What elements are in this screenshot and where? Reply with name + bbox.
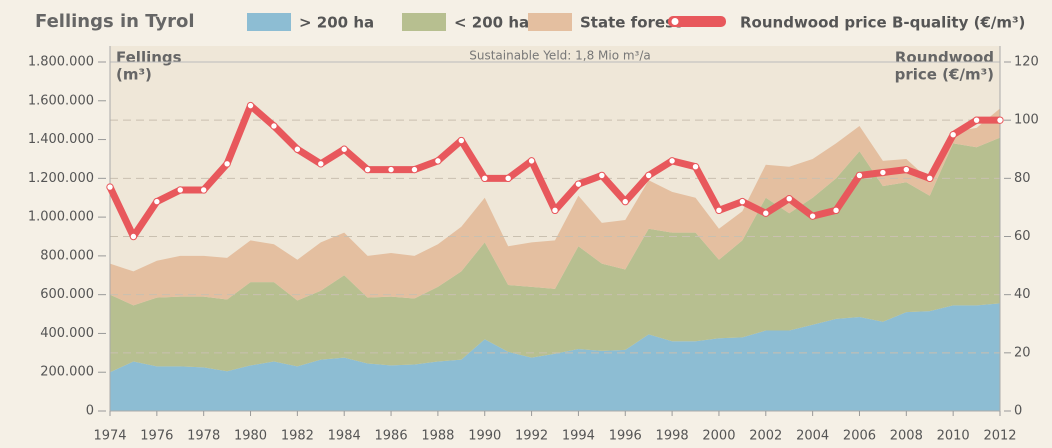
price-point — [785, 194, 793, 203]
x-tick-label: 2004 — [796, 429, 829, 444]
y-axis-label: Fellings — [116, 49, 182, 67]
x-tick-label: 1984 — [328, 429, 361, 444]
y-tick-label: 1.400.000 — [28, 132, 94, 147]
price-point — [668, 157, 676, 165]
price-point — [926, 174, 934, 183]
price-point — [106, 183, 114, 191]
y-tick-label: 400.000 — [40, 326, 94, 341]
price-point — [738, 197, 747, 206]
x-tick-label: 1994 — [562, 429, 595, 444]
price-point — [762, 209, 770, 217]
y-tick-label: 1.000.000 — [28, 210, 94, 225]
x-tick-label: 1996 — [609, 429, 642, 444]
price-point — [855, 171, 864, 180]
y2-tick-label: 20 — [1014, 345, 1031, 360]
x-tick-label: 2000 — [702, 429, 735, 444]
y-axis-label: (m³) — [116, 66, 152, 84]
chart-title: Fellings in Tyrol — [35, 11, 195, 32]
price-point — [293, 145, 302, 153]
x-tick-label: 2010 — [937, 429, 970, 444]
y2-tick-label: 80 — [1014, 171, 1031, 186]
price-point — [410, 165, 419, 174]
price-point — [691, 163, 700, 171]
y2-axis-label: Roundwood — [895, 49, 994, 67]
price-point — [387, 165, 395, 174]
price-point — [996, 116, 1004, 124]
legend-label: Roundwood price B-quality (€/m³) — [740, 14, 1025, 32]
y2-tick-label: 120 — [1014, 55, 1039, 70]
price-point — [340, 145, 348, 153]
price-point — [832, 206, 840, 215]
price-point — [879, 168, 887, 177]
legend-swatch — [528, 13, 572, 31]
y2-tick-label: 60 — [1014, 229, 1031, 244]
y2-tick-label: 40 — [1014, 287, 1031, 302]
y-tick-label: 800.000 — [40, 248, 94, 263]
area — [110, 137, 1000, 373]
legend-label: State forest — [580, 14, 681, 32]
price-point — [363, 165, 372, 174]
x-tick-label: 1988 — [421, 429, 454, 444]
legend-swatch — [670, 17, 680, 26]
price-point — [270, 122, 278, 130]
x-tick-label: 1978 — [187, 429, 220, 444]
price-point — [644, 171, 653, 180]
legend-swatch — [247, 13, 291, 31]
price-point — [715, 206, 723, 215]
price-point — [457, 136, 466, 145]
y2-axis-label: price (€/m³) — [895, 66, 994, 84]
x-tick-label: 1990 — [468, 429, 501, 444]
x-tick-label: 2002 — [749, 429, 782, 444]
y-tick-label: 600.000 — [40, 287, 94, 302]
price-point — [621, 197, 629, 206]
y-tick-label: 200.000 — [40, 365, 94, 380]
x-tick-label: 1986 — [375, 429, 408, 444]
x-tick-label: 2008 — [890, 429, 923, 444]
price-point — [574, 180, 583, 188]
price-point — [504, 174, 512, 183]
y2-tick-label: 100 — [1014, 113, 1039, 128]
price-point — [808, 212, 817, 220]
x-tick-label: 1992 — [515, 429, 548, 444]
legend-label: > 200 ha — [299, 14, 374, 32]
annotation: Sustainable Yeld: 1,8 Mio m³/a — [469, 49, 651, 63]
area — [110, 108, 1000, 306]
price-point — [481, 174, 489, 183]
price-point — [527, 157, 536, 165]
price-point — [246, 101, 255, 110]
price-point — [949, 131, 957, 139]
y-tick-label: 1.600.000 — [28, 93, 94, 108]
x-tick-label: 2012 — [983, 429, 1016, 444]
price-point — [598, 171, 606, 180]
x-tick-label: 2006 — [843, 429, 876, 444]
legend-swatch — [668, 16, 726, 27]
x-tick-label: 1976 — [140, 429, 173, 444]
price-point — [434, 157, 442, 165]
price-point — [317, 160, 325, 168]
x-tick-label: 1974 — [93, 429, 126, 444]
price-point — [129, 232, 138, 241]
area — [110, 303, 1000, 411]
x-tick-label: 1998 — [656, 429, 689, 444]
y-tick-label: 0 — [86, 404, 94, 419]
x-tick-label: 1980 — [234, 429, 267, 444]
price-point — [153, 197, 161, 206]
y-tick-label: 1.200.000 — [28, 171, 94, 186]
price-point — [902, 165, 911, 174]
x-tick-label: 1982 — [281, 429, 314, 444]
price-point — [551, 206, 559, 215]
y-tick-label: 1.800.000 — [28, 55, 94, 70]
y2-tick-label: 0 — [1014, 404, 1022, 419]
legend-swatch — [402, 13, 446, 31]
legend-label: < 200 ha — [454, 14, 529, 32]
price-point — [176, 186, 184, 194]
price-point — [223, 160, 231, 168]
price-point — [972, 116, 981, 124]
price-point — [199, 186, 208, 194]
